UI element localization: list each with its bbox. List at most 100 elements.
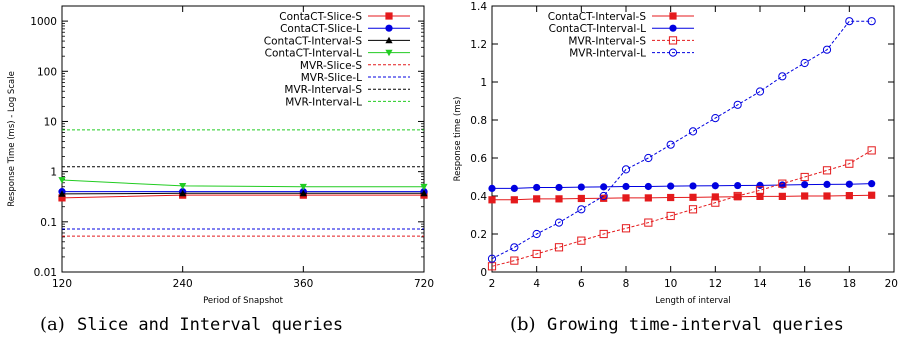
data-point-b-3	[554, 218, 564, 227]
data-point-b-1	[600, 183, 608, 191]
y-tick-label-b: 0	[480, 267, 487, 279]
legend-marker-b-2	[668, 36, 678, 45]
caption-a-prefix: (a)	[40, 314, 65, 335]
data-point-b-0	[488, 196, 496, 204]
data-point-b-2	[845, 159, 854, 168]
y-tick-label-b: 0.4	[470, 191, 487, 203]
data-point-b-2	[822, 166, 832, 175]
data-point-b-0	[711, 193, 719, 201]
caption-b-text: Growing time-interval queries	[547, 315, 844, 335]
legend-marker-a-2	[385, 36, 393, 44]
series-line-a-0	[61, 194, 424, 199]
data-point-a-3	[420, 183, 428, 191]
x-tick-label-b: 8	[623, 278, 630, 290]
x-tick-label-b: 6	[578, 278, 585, 290]
data-point-a-2	[179, 189, 187, 197]
x-tick-label-b: 10	[664, 278, 677, 290]
legend-label-a-3: ContaCT-Interval-L	[265, 48, 363, 60]
legend-label-b-2: MVR-Interval-S	[568, 35, 646, 47]
legend-label-a-1: ContaCT-Slice-L	[280, 23, 362, 35]
x-tick-label-b: 4	[533, 278, 540, 290]
chart-b: 0 0.2 0.4 0.6 0.8 1 1.2 1.4 2 4 6 8 10 12 14 16 18 20 Leng…	[453, 1, 898, 306]
data-point-b-3	[577, 205, 586, 214]
data-point-b-1	[868, 180, 876, 188]
data-point-b-3	[800, 58, 809, 68]
x-tick-label-b: 2	[489, 278, 496, 290]
data-point-b-2	[867, 146, 876, 155]
data-point-a-2	[420, 189, 428, 197]
y-tick-label-a: 100	[37, 66, 57, 78]
data-point-b-0	[689, 193, 697, 201]
y-tick-label-a: 0.01	[34, 267, 57, 279]
y-tick-label-b: 0.2	[470, 229, 487, 241]
data-point-b-1	[488, 184, 496, 192]
legend-label-a-4: MVR-Slice-S	[300, 60, 362, 72]
data-point-b-3	[621, 165, 631, 174]
legend-label-a-5: MVR-Slice-L	[301, 72, 362, 84]
data-point-b-1	[823, 180, 831, 189]
x-axis-title-a: Period of Snapshot	[203, 296, 284, 306]
data-point-b-3	[644, 153, 653, 163]
data-point-a-3	[58, 177, 66, 184]
y-tick-label-a: 1000	[30, 16, 57, 28]
legend-marker-a-1	[385, 24, 393, 32]
data-point-b-1	[622, 182, 630, 191]
data-point-b-0	[823, 192, 831, 200]
data-point-b-3	[711, 114, 720, 123]
data-point-b-3	[487, 254, 497, 263]
data-point-a-3	[299, 183, 307, 191]
x-tick-label-a: 120	[52, 278, 72, 290]
data-point-b-0	[533, 195, 541, 203]
data-point-a-3	[179, 183, 187, 190]
y-tick-label-b: 0.8	[470, 115, 487, 127]
y-tick-label-a: 10	[44, 116, 57, 128]
y-axis-title-a: Response Time (ms) - Log Scale	[7, 71, 17, 207]
data-point-b-3	[510, 243, 519, 252]
data-point-b-0	[510, 196, 518, 204]
y-tick-label-b: 0.6	[470, 153, 487, 165]
caption-a-text: Slice and Interval queries	[77, 315, 343, 335]
data-point-b-2	[778, 179, 787, 188]
data-point-b-1	[734, 181, 742, 190]
series-line-a-2	[61, 192, 424, 195]
data-point-b-0	[868, 191, 876, 199]
data-point-b-0	[734, 193, 742, 201]
data-point-b-2	[733, 191, 742, 201]
data-point-b-3	[599, 191, 608, 201]
data-point-b-2	[621, 224, 631, 233]
x-tick-label-a: 360	[293, 278, 313, 290]
series-line-b-1	[492, 183, 872, 189]
data-point-b-1	[689, 182, 697, 190]
data-point-b-3	[778, 72, 787, 81]
series-line-b-2	[491, 149, 872, 267]
data-point-b-1	[845, 180, 853, 188]
plot-frame-a	[61, 5, 425, 273]
data-point-b-2	[510, 256, 519, 265]
legend-label-a-6: MVR-Interval-S	[284, 84, 362, 96]
data-point-b-3	[688, 127, 698, 136]
chart-a: 0.01 0.1 1 10 100 1000 120 240 360 720 Period of S…	[7, 5, 434, 306]
data-point-b-0	[622, 194, 630, 202]
legend-label-a-7: MVR-Interval-L	[285, 96, 362, 108]
data-point-b-1	[533, 183, 541, 192]
data-point-b-0	[644, 194, 652, 202]
caption-b-prefix: (b)	[510, 314, 536, 335]
data-point-b-1	[644, 182, 652, 191]
legend-marker-a-3	[385, 49, 393, 57]
x-axis-title-b: Length of interval	[655, 296, 730, 306]
y-tick-label-a: 0.1	[40, 217, 57, 229]
data-point-b-1	[510, 184, 518, 192]
data-point-a-0	[58, 194, 66, 202]
data-point-a-2	[58, 190, 66, 197]
data-point-b-1	[667, 182, 675, 190]
x-tick-label-a: 720	[414, 278, 434, 290]
x-tick-label-b: 18	[843, 278, 856, 290]
data-point-b-0	[756, 192, 764, 200]
data-point-b-0	[778, 192, 786, 200]
data-point-b-0	[801, 192, 809, 200]
data-point-b-0	[577, 194, 585, 203]
legend-marker-a-0	[385, 12, 393, 20]
legend-marker-b-0	[669, 12, 677, 20]
data-point-b-3	[845, 17, 854, 26]
